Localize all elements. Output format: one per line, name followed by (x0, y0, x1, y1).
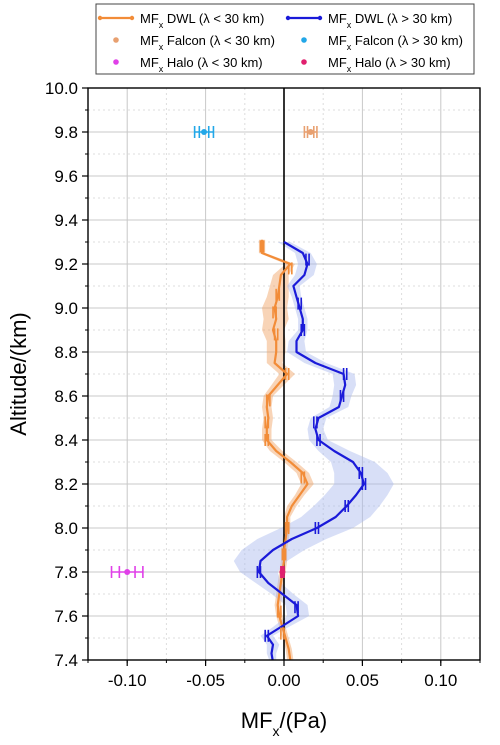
series-1-errorbar-7 (358, 467, 364, 479)
y-tick-label: 8.4 (54, 431, 78, 450)
legend-label: MFx Falcon (λ > 30 km) (328, 33, 463, 52)
legend-item-1: MFx DWL (λ > 30 km) (285, 11, 452, 30)
series-1-errorbar-2 (300, 324, 306, 336)
marker-1 (193, 126, 215, 138)
legend-label: MFx Falcon (λ < 30 km) (140, 33, 275, 52)
series-1-errorbar-0 (305, 253, 310, 266)
legend-label: MFx DWL (λ > 30 km) (328, 11, 452, 30)
legend: MFx DWL (λ < 30 km) MFx DWL (λ > 30 km) MF… (95, 3, 475, 75)
series-0-errorbar-1 (287, 262, 293, 275)
marker-2 (110, 566, 144, 578)
y-axis-title: Altitude/(km) (6, 312, 31, 435)
y-tick-label: 7.4 (54, 651, 78, 670)
legend-dot-swatch (301, 37, 307, 43)
measurement-markers (110, 126, 318, 578)
legend-label: MFx Halo (λ < 30 km) (140, 55, 263, 74)
series-1-errorbar-11 (256, 566, 262, 578)
legend-dot-swatch (301, 59, 307, 65)
y-tick-label: 8.8 (54, 343, 78, 362)
x-tick-label: -0.05 (186, 671, 225, 690)
marker-0 (303, 126, 318, 138)
series-0-errorbar-0 (259, 240, 265, 253)
x-tick-label: 0.00 (267, 671, 300, 690)
y-tick-label: 8.2 (54, 475, 78, 494)
legend-item-4: MFx Halo (λ < 30 km) (113, 55, 263, 74)
series-0-errorbar-8 (264, 434, 270, 446)
series-0-errorbar-2 (275, 288, 281, 301)
y-axis: 7.4 7.6 7.8 8.0 8.2 8.4 8.6 8.8 9.0 9.2 9.4 9.6 9.8 1… (45, 79, 88, 670)
series-1-errorbar-5 (312, 416, 318, 429)
y-tick-label: 9.6 (54, 167, 78, 186)
y-tick-label: 8.0 (54, 519, 78, 538)
series-0-errorbar-4 (273, 328, 279, 341)
series-1-errorbar-6 (316, 434, 321, 446)
y-tick-label: 7.8 (54, 563, 78, 582)
series-1-errorbar-1 (297, 297, 303, 310)
legend-label: MFx Halo (λ > 30 km) (328, 55, 451, 74)
series-0-errorbar-6 (265, 394, 271, 407)
legend-box (95, 3, 475, 75)
series-0-errorbar-12 (276, 605, 282, 618)
x-tick-label: 0.05 (346, 671, 379, 690)
series-0-errorbar-10 (284, 522, 290, 534)
series-1-errorbar-12 (294, 601, 299, 614)
marker-3 (279, 566, 286, 578)
series-1-errorbar-3 (342, 368, 348, 380)
series-1-errorbar-8 (361, 478, 367, 490)
y-tick-label: 9.4 (54, 211, 78, 230)
y-tick-label: 10.0 (45, 79, 78, 98)
uncertainty-bands (233, 239, 394, 660)
x-axis: -0.10 -0.05 0.00 0.05 0.10 (87, 660, 481, 690)
series-1-errorbar-13 (264, 629, 270, 642)
error-bars (256, 240, 367, 642)
series-0-line (260, 239, 309, 660)
series-1-errorbar-9 (344, 500, 350, 512)
series-lines (257, 239, 366, 660)
legend-item-5: MFx Halo (λ > 30 km) (301, 55, 451, 74)
y-tick-label: 7.6 (54, 607, 78, 626)
legend-dot-swatch (113, 37, 119, 43)
series-1-errorbar-10 (314, 522, 320, 534)
series-1-line (257, 241, 366, 660)
series-1-errorbar-4 (339, 390, 345, 402)
series-0-errorbar-11 (281, 548, 287, 561)
legend-item-0: MFx DWL (λ < 30 km) (97, 11, 264, 30)
series-0-errorbar-13 (280, 627, 285, 640)
y-tick-label: 9.2 (54, 255, 78, 274)
legend-label: MFx DWL (λ < 30 km) (140, 11, 264, 30)
y-tick-label: 8.6 (54, 387, 78, 406)
series-1-band (233, 242, 394, 660)
series-0-errorbar-5 (284, 368, 290, 380)
y-tick-label: 9.0 (54, 299, 78, 318)
y-tick-label: 9.8 (54, 123, 78, 142)
x-tick-label: 0.10 (424, 671, 457, 690)
x-axis-title: MFx/(Pa) (241, 708, 327, 739)
legend-dot-swatch (113, 59, 119, 65)
series-0-errorbar-9 (300, 471, 306, 484)
series-0-errorbar-3 (272, 306, 277, 319)
series-0-band (258, 239, 314, 660)
x-tick-label: -0.10 (108, 671, 147, 690)
legend-item-2: MFx Falcon (λ < 30 km) (113, 33, 275, 52)
series-0-errorbar-7 (264, 416, 270, 429)
legend-item-3: MFx Falcon (λ > 30 km) (301, 33, 463, 52)
